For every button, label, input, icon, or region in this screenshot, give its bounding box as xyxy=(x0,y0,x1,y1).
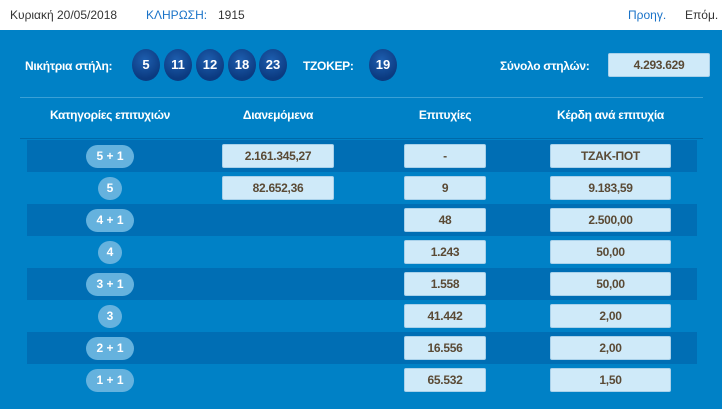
wins-value: 16.556 xyxy=(404,336,486,360)
category-pill: 1 + 1 xyxy=(86,369,134,392)
winning-label: Νικήτρια στήλη: xyxy=(25,59,113,73)
table-row: 4 1.243 50,00 xyxy=(27,236,697,268)
next-link[interactable]: Επόμ. xyxy=(685,8,719,22)
category-pill: 3 + 1 xyxy=(86,273,134,296)
table-row: 3 + 1 1.558 50,00 xyxy=(27,268,697,300)
header-wins: Επιτυχίες xyxy=(418,108,472,122)
prev-link[interactable]: Προηγ. xyxy=(628,8,667,22)
table-row: 1 + 1 65.532 1,50 xyxy=(27,364,697,396)
results-panel: Νικήτρια στήλη: 5 11 12 18 23 ΤΖΟΚΕΡ: 19… xyxy=(0,30,722,409)
table-row: 4 + 1 48 2.500,00 xyxy=(27,204,697,236)
category-pill: 4 + 1 xyxy=(86,209,134,232)
divider xyxy=(20,97,703,98)
number-ball: 11 xyxy=(164,49,192,81)
number-ball: 5 xyxy=(132,49,160,81)
total-label: Σύνολο στηλών: xyxy=(500,59,590,73)
header-distributed: Διανεμόμενα xyxy=(242,108,314,122)
category-pill: 3 xyxy=(98,305,122,328)
category-pill: 4 xyxy=(98,241,122,264)
prize-value: 2,00 xyxy=(550,304,671,328)
table-row: 3 41.442 2,00 xyxy=(27,300,697,332)
wins-value: - xyxy=(404,144,486,168)
distributed-value: 2.161.345,27 xyxy=(222,144,334,168)
table-row: 2 + 1 16.556 2,00 xyxy=(27,332,697,364)
wins-value: 9 xyxy=(404,176,486,200)
number-ball: 12 xyxy=(196,49,224,81)
joker-label: ΤΖΟΚΕΡ: xyxy=(303,59,354,73)
number-ball: 23 xyxy=(259,49,287,81)
wins-value: 1.558 xyxy=(404,272,486,296)
distributed-value: 82.652,36 xyxy=(222,176,334,200)
draw-number: 1915 xyxy=(218,8,245,22)
joker-ball: 19 xyxy=(369,49,397,81)
prize-value: 1,50 xyxy=(550,368,671,392)
wins-value: 48 xyxy=(404,208,486,232)
draw-label: ΚΛΗΡΩΣΗ: xyxy=(146,8,208,22)
wins-value: 1.243 xyxy=(404,240,486,264)
table-row: 5 82.652,36 9 9.183,59 xyxy=(27,172,697,204)
number-ball: 18 xyxy=(228,49,256,81)
category-pill: 2 + 1 xyxy=(86,337,134,360)
header-prize: Κέρδη ανά επιτυχία xyxy=(557,108,664,122)
prize-value: 50,00 xyxy=(550,272,671,296)
category-pill: 5 xyxy=(98,177,122,200)
total-value: 4.293.629 xyxy=(608,53,710,77)
divider xyxy=(20,138,703,139)
wins-value: 65.532 xyxy=(404,368,486,392)
prize-value: 50,00 xyxy=(550,240,671,264)
table-row: 5 + 1 2.161.345,27 - ΤΖΑΚ-ΠΟΤ xyxy=(27,140,697,172)
top-bar: Κυριακή 20/05/2018 ΚΛΗΡΩΣΗ: 1915 Προηγ. … xyxy=(0,0,727,30)
prize-value: 2,00 xyxy=(550,336,671,360)
category-pill: 5 + 1 xyxy=(86,145,134,168)
header-category: Κατηγορίες επιτυχιών xyxy=(49,108,171,122)
draw-date: Κυριακή 20/05/2018 xyxy=(10,8,118,22)
prize-value: ΤΖΑΚ-ΠΟΤ xyxy=(550,144,671,168)
wins-value: 41.442 xyxy=(404,304,486,328)
prize-value: 9.183,59 xyxy=(550,176,671,200)
prize-value: 2.500,00 xyxy=(550,208,671,232)
